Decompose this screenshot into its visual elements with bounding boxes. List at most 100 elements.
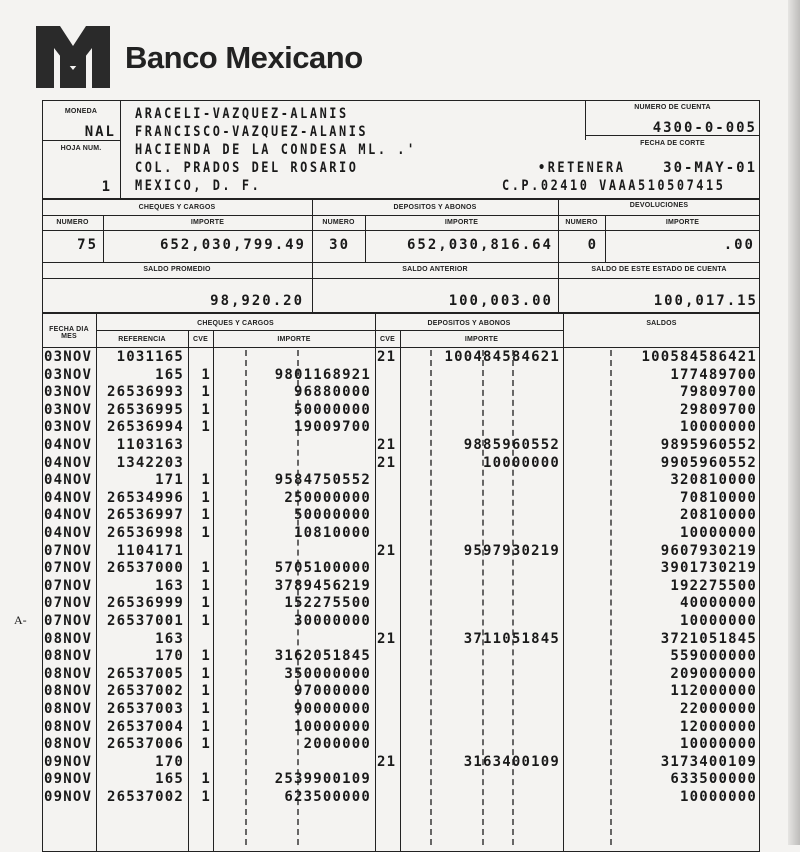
- client-line: MEXICO, D. F.: [135, 178, 262, 194]
- bank-logo-icon: [36, 26, 110, 88]
- saldo-este-label: SALDO DE ESTE ESTADO DE CUENTA: [591, 266, 727, 273]
- numero-label: NUMERO: [322, 219, 355, 226]
- table-row: 04NOV 26536998 1 10810000 10000000: [42, 525, 760, 543]
- cve-cell: 1: [201, 525, 211, 541]
- importe-label: IMPORTE: [444, 219, 479, 226]
- table-row: 03NOV 26536995 1 50000000 29809700: [42, 402, 760, 420]
- saldo-cell: 10000000: [679, 789, 757, 805]
- table-row: 08NOV 26537003 1 90000000 22000000: [42, 701, 760, 719]
- cuenta-value: 4300-0-005: [652, 120, 757, 136]
- fecha-cell: 03NOV: [44, 349, 93, 365]
- fecha-cell: 08NOV: [44, 701, 93, 717]
- cve-label: CVE: [380, 336, 395, 343]
- fecha-cell: 04NOV: [44, 472, 93, 489]
- fecha-cell: 03NOV: [44, 419, 93, 436]
- cve-cell: 1: [201, 472, 211, 489]
- saldo-cell: 10000000: [679, 613, 757, 629]
- referencia-cell: 26537003: [106, 701, 184, 717]
- fecha-cell: 07NOV: [44, 542, 93, 559]
- cargo-importe-cell: 2000000: [303, 736, 371, 753]
- table-row: 07NOV 163 1 3789456219 192275500: [42, 578, 760, 596]
- cargo-importe-cell: 250000000: [284, 489, 371, 506]
- saldo-cell: 100584586421: [641, 349, 757, 365]
- saldo-anterior-value: 100,003.00: [448, 293, 553, 309]
- numero-label: NUMERO: [565, 219, 598, 226]
- referencia-cell: 26536995: [106, 401, 184, 418]
- saldo-cell: 559000000: [670, 648, 757, 665]
- cve-cell: 1: [201, 384, 211, 401]
- cve-cell: 1: [201, 595, 211, 612]
- fecha-cell: 09NOV: [44, 753, 93, 770]
- client-line: ARACELI-VAZQUEZ-ALANIS: [135, 106, 349, 122]
- saldo-cell: 40000000: [679, 595, 757, 612]
- bank-name: Banco Mexicano: [125, 40, 363, 75]
- depositos-importe: 652,030,816.64: [406, 237, 553, 253]
- referencia-cell: 26537001: [106, 613, 184, 629]
- table-row: 08NOV 163 21 3711051845 3721051845: [42, 631, 760, 649]
- abono-importe-cell: 9885960552: [463, 437, 560, 453]
- table-row: 09NOV 26537002 1 623500000 10000000: [42, 789, 760, 807]
- referencia-cell: 1342203: [116, 454, 184, 471]
- depositos-label: DEPOSITOS Y ABONOS: [427, 320, 511, 327]
- fecha-cell: 04NOV: [44, 489, 93, 506]
- summary-box: [42, 198, 760, 314]
- sum-cheques-label: CHEQUES Y CARGOS: [138, 204, 216, 211]
- table-row: 03NOV 1031165 21 100484584621 100584586421: [42, 349, 760, 367]
- referencia-cell: 26536993: [106, 384, 184, 401]
- deposito-cve-cell: 21: [377, 630, 397, 647]
- table-row: 08NOV 170 1 3162051845 559000000: [42, 648, 760, 666]
- cve-cell: 1: [201, 718, 211, 735]
- table-row: 04NOV 26536997 1 50000000 20810000: [42, 507, 760, 525]
- saldo-cell: 209000000: [670, 665, 757, 682]
- devoluciones-importe: .00: [723, 237, 755, 253]
- saldo-cell: 633500000: [670, 771, 757, 788]
- saldo-cell: 12000000: [679, 718, 757, 735]
- deposito-cve-cell: 21: [377, 349, 397, 365]
- cargo-importe-cell: 2539900109: [274, 771, 371, 788]
- fecha-cell: 03NOV: [44, 384, 93, 401]
- table-row: 07NOV 26537000 1 5705100000 3901730219: [42, 560, 760, 578]
- moneda-value: NAL: [84, 124, 116, 140]
- fecha-cell: 04NOV: [44, 437, 93, 453]
- referencia-cell: 26537006: [106, 736, 184, 753]
- cheques-importe: 652,030,799.49: [159, 237, 306, 253]
- saldo-promedio-value: 98,920.20: [210, 293, 304, 309]
- fecha-cell: 08NOV: [44, 736, 93, 753]
- fecha-cell: 07NOV: [44, 613, 93, 629]
- cargo-importe-cell: 3162051845: [274, 648, 371, 665]
- importe-label: IMPORTE: [665, 219, 700, 226]
- referencia-cell: 163: [155, 577, 184, 594]
- saldo-cell: 79809700: [679, 384, 757, 401]
- cargo-importe-cell: 3789456219: [274, 577, 371, 594]
- hoja-label: HOJA NUM.: [60, 145, 102, 152]
- client-line: HACIENDA DE LA CONDESA ML. .': [135, 142, 417, 158]
- sum-depositos-label: DEPOSITOS Y ABONOS: [393, 204, 477, 211]
- cargo-importe-cell: 97000000: [293, 683, 371, 700]
- table-row: 04NOV 171 1 9584750552 320810000: [42, 472, 760, 490]
- cve-cell: 1: [201, 419, 211, 436]
- retenera-text: •RETENERA: [538, 160, 626, 176]
- importe-label: IMPORTE: [277, 336, 311, 343]
- table-row: 07NOV 26537001 1 30000000 10000000: [42, 613, 760, 631]
- cargo-importe-cell: 152275500: [284, 595, 371, 612]
- cargo-importe-cell: 9584750552: [274, 472, 371, 489]
- cve-cell: 1: [201, 789, 211, 805]
- fecha-cell: 08NOV: [44, 665, 93, 682]
- devoluciones-numero: 0: [587, 237, 598, 253]
- table-row: 07NOV 1104171 21 9597930219 9607930219: [42, 543, 760, 561]
- fecha-label: FECHA DIA MES: [49, 326, 89, 340]
- deposito-cve-cell: 21: [377, 753, 397, 770]
- cve-cell: 1: [201, 613, 211, 629]
- referencia-label: REFERENCIA: [118, 336, 166, 343]
- cheques-label: CHEQUES Y CARGOS: [197, 320, 274, 327]
- cargo-importe-cell: 623500000: [284, 789, 371, 805]
- abono-importe-cell: 100484584621: [444, 349, 560, 365]
- saldo-este-value: 100,017.15: [653, 293, 758, 309]
- cargo-importe-cell: 10000000: [293, 718, 371, 735]
- saldo-cell: 10000000: [679, 525, 757, 541]
- fecha-cell: 08NOV: [44, 648, 93, 665]
- referencia-cell: 171: [155, 472, 184, 489]
- table-row: 04NOV 26534996 1 250000000 70810000: [42, 490, 760, 508]
- hoja-value: 1: [101, 179, 112, 195]
- saldo-cell: 9607930219: [660, 542, 757, 559]
